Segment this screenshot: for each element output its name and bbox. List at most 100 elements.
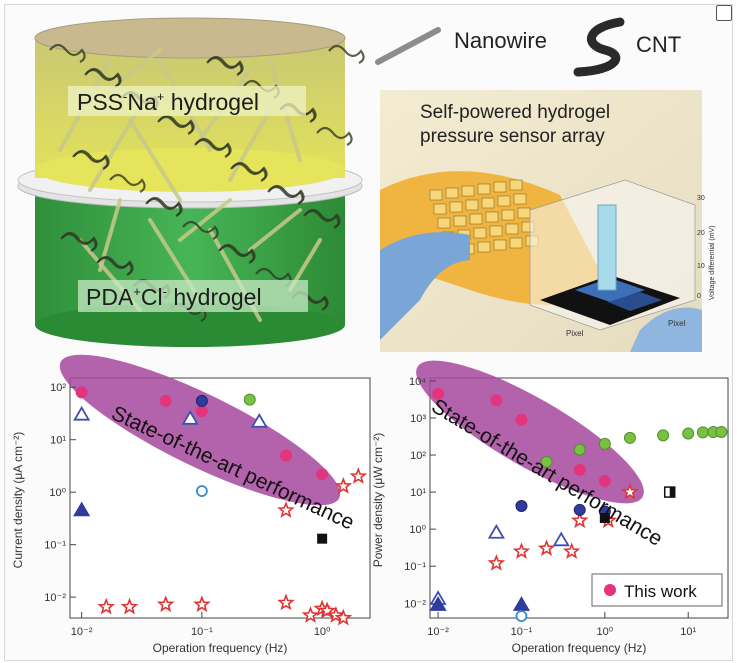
polymer-chain <box>84 68 121 88</box>
star-point <box>277 501 295 518</box>
polymer-chain <box>49 43 86 63</box>
star-point <box>301 606 320 623</box>
this-work-point <box>598 474 611 487</box>
this-work-point <box>515 413 528 426</box>
legend-box <box>591 573 723 607</box>
this-work-point <box>75 386 88 399</box>
sensor-patch <box>473 227 487 239</box>
star-point <box>334 608 353 626</box>
polymer-chain <box>109 173 146 193</box>
state-of-art-ellipse <box>59 354 341 506</box>
ztick-20: 20 <box>697 230 705 237</box>
polymer-chain <box>328 44 365 64</box>
sensor-patch <box>481 197 495 209</box>
sensor-patch <box>497 195 511 207</box>
polymer-chain <box>194 138 231 158</box>
sensor-patch <box>453 215 467 227</box>
this-work-point <box>432 387 445 400</box>
bottom-gel-base <box>35 303 345 347</box>
polymer-chain <box>60 232 97 252</box>
nanowire-rod <box>248 208 302 252</box>
x-tick-label: 10⁰ <box>597 626 614 638</box>
x-tick-label: 10¹ <box>680 626 696 638</box>
green-point <box>682 427 695 440</box>
pixel-label-right: Pixel <box>668 319 686 328</box>
polymer-chain <box>303 209 340 229</box>
bottom-gel-label: PDA+Cl- hydrogel <box>86 284 262 310</box>
open-circle-point <box>515 610 528 623</box>
polymer-chain <box>218 244 255 264</box>
material-legend: Nanowire CNT <box>375 17 681 77</box>
sensor-patch <box>493 239 507 251</box>
glove-hand <box>380 232 470 340</box>
ztick-10: 10 <box>697 263 705 270</box>
sensor-patch <box>469 213 483 225</box>
sensor-patch <box>449 201 463 213</box>
y-tick-label: 10⁻¹ <box>404 561 426 573</box>
top-label-bg <box>68 86 306 116</box>
green-point <box>657 429 670 442</box>
photo-title-line2: pressure sensor array <box>420 126 605 147</box>
filled-triangle-point <box>512 596 531 611</box>
nanowire-label: Nanowire <box>454 28 547 53</box>
ztick-0: 0 <box>697 293 701 300</box>
this-work-point <box>316 468 329 481</box>
y-tick-label: 10⁰ <box>409 524 426 536</box>
y-axis-label: Power density (μW cm⁻²) <box>371 433 385 568</box>
this-work-point <box>159 394 172 407</box>
bottom-label-bg <box>78 280 308 312</box>
sensor-patch <box>489 225 503 237</box>
sensor-patch <box>461 185 475 197</box>
x-tick-label: 10⁻¹ <box>511 626 533 638</box>
open-triangle-point <box>250 412 268 428</box>
green-point <box>243 393 256 406</box>
star-point <box>537 539 556 557</box>
power-density-chart: 10⁻² 10⁻¹ 10⁰ 10¹ 10⁻² 10⁻¹ 10⁰ 10¹ 10² 10³ 10⁴ Ope… <box>371 360 729 655</box>
star-point <box>318 601 336 619</box>
y-tick-label: 10⁰ <box>49 487 66 499</box>
x-tick-label: 10⁻² <box>71 626 93 638</box>
green-point <box>598 437 611 450</box>
star-point <box>334 476 353 494</box>
expand-icon[interactable] <box>716 5 732 21</box>
star-point <box>327 606 345 623</box>
green-point <box>715 425 728 438</box>
x-tick-label: 10⁰ <box>314 626 331 638</box>
filled-triangle-point <box>73 501 91 517</box>
x-tick-label: 10⁻¹ <box>191 626 213 638</box>
green-point <box>540 455 553 468</box>
star-point <box>487 554 506 571</box>
y-axis-label: Current density (μA cm⁻²) <box>11 432 25 569</box>
current-density-chart: 10⁻² 10⁻¹ 10⁰ 10⁻² 10⁻¹ 10⁰ 10¹ 10² Operation fr… <box>11 354 371 655</box>
open-triangle-point <box>487 523 505 539</box>
blue-point <box>195 394 208 407</box>
polymer-chain <box>182 220 219 240</box>
sensor-patch <box>517 207 531 219</box>
sensor-patch <box>493 181 507 193</box>
zaxis-label: Voltage differential (mV) <box>709 225 716 300</box>
blue-point <box>573 503 586 516</box>
star-point <box>156 595 175 613</box>
x-axis-label: Operation frequency (Hz) <box>512 641 647 655</box>
sensor-patch <box>501 209 515 221</box>
legend-label: This work <box>624 582 697 601</box>
polymer-chain <box>316 126 353 146</box>
open-triangle-point <box>181 410 199 425</box>
top-gel-lid <box>34 17 346 59</box>
this-work-point <box>573 463 586 476</box>
top-gel-label: PSS-Na+ hydrogel <box>77 89 259 115</box>
star-point <box>621 482 639 500</box>
sensor-patch <box>509 179 523 191</box>
black-square-point <box>317 533 328 544</box>
y-tick-label: 10⁻¹ <box>44 540 66 552</box>
nanowire-rod <box>178 198 232 242</box>
polymer-chain <box>267 185 304 205</box>
polymer-chain <box>96 256 133 276</box>
polymer-chain <box>145 197 182 217</box>
this-work-point <box>279 449 292 462</box>
ztick-30: 30 <box>697 195 705 202</box>
y-tick-label: 10³ <box>410 413 426 425</box>
sensor-patch <box>445 187 459 199</box>
nanowire-icon <box>375 27 441 65</box>
star-point <box>277 593 295 611</box>
